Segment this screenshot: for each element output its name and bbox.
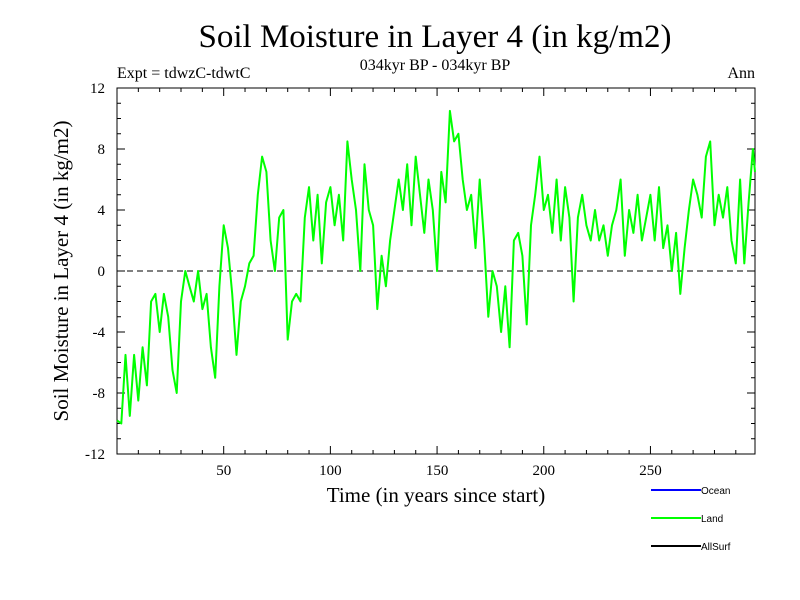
chart-period: Ann — [727, 65, 755, 82]
x-axis-label: Time (in years since start) — [327, 483, 546, 507]
legend: Ocean Land AllSurf — [651, 486, 731, 553]
chart-experiment: Expt = tdwzC-tdwtC — [117, 65, 250, 82]
y-tick-label: -12 — [85, 447, 105, 463]
y-tick-label: 0 — [98, 264, 106, 280]
x-axis-ticks: 50 100 150 200 250 — [137, 88, 737, 479]
y-tick-label: 8 — [98, 142, 106, 158]
y-tick-label: -8 — [93, 386, 106, 402]
legend-label-allsurf: AllSurf — [701, 542, 731, 553]
x-tick-label: 200 — [533, 463, 556, 479]
chart-subtitle: 034kyr BP - 034kyr BP — [360, 57, 511, 74]
legend-label-ocean: Ocean — [701, 486, 730, 497]
plot-area: 50 100 150 200 250 -12 -8 -4 0 4 8 12 — [85, 81, 756, 479]
x-tick-label: 50 — [216, 463, 231, 479]
x-tick-label: 100 — [319, 463, 342, 479]
x-tick-label: 250 — [639, 463, 662, 479]
x-tick-label: 150 — [426, 463, 449, 479]
chart-title: Soil Moisture in Layer 4 (in kg/m2) — [199, 19, 672, 55]
series-line-land — [116, 109, 756, 425]
y-axis-label: Soil Moisture in Layer 4 (in kg/m2) — [49, 121, 73, 422]
y-tick-label: 4 — [98, 203, 106, 219]
legend-label-land: Land — [701, 514, 723, 525]
y-tick-label: -4 — [93, 325, 106, 341]
y-tick-label: 12 — [90, 81, 105, 97]
